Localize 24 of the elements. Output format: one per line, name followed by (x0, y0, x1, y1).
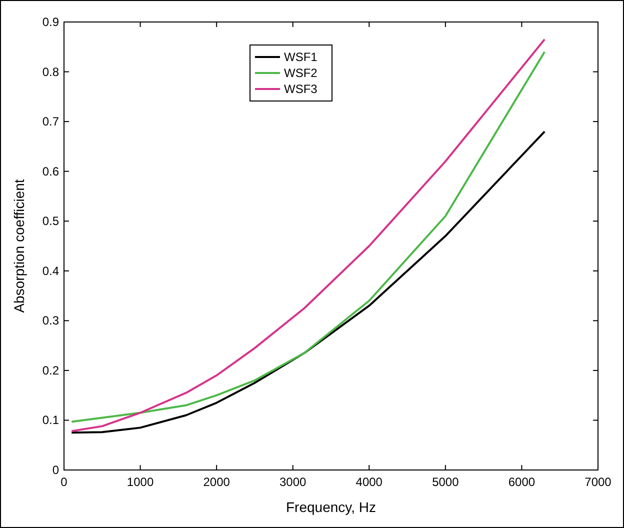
x-axis-title: Frequency, Hz (286, 499, 376, 515)
y-tick-label: 0.6 (42, 164, 60, 178)
y-tick-label: 0.2 (42, 363, 60, 378)
line-series (70, 130, 546, 434)
legend-label: WSF1 (284, 50, 318, 64)
x-tick-label: 6000 (508, 475, 536, 489)
x-tick-label: 1000 (126, 475, 154, 489)
y-axis-title: Absorption coefficient (11, 179, 27, 313)
y-tick-label: 0 (52, 463, 60, 477)
y-tick-label: 0.9 (42, 15, 60, 29)
x-tick-label: 5000 (432, 475, 460, 489)
y-tick-label: 0.3 (42, 314, 60, 328)
y-tick-label: 0.8 (42, 64, 60, 79)
legend-label: WSF2 (284, 66, 318, 80)
y-tick-label: 0.1 (42, 413, 60, 428)
y-tick-label: 0.4 (42, 264, 60, 278)
legend-label: WSF3 (284, 82, 318, 96)
x-tick-label: 0 (60, 475, 68, 489)
x-tick-label: 4000 (356, 475, 383, 489)
x-tick-label: 3000 (280, 475, 307, 489)
y-tick-label: 0.5 (42, 214, 60, 228)
x-tick-label: 7000 (584, 475, 612, 489)
y-tick-label: 0.7 (42, 114, 60, 129)
x-tick-label: 2000 (203, 475, 230, 489)
